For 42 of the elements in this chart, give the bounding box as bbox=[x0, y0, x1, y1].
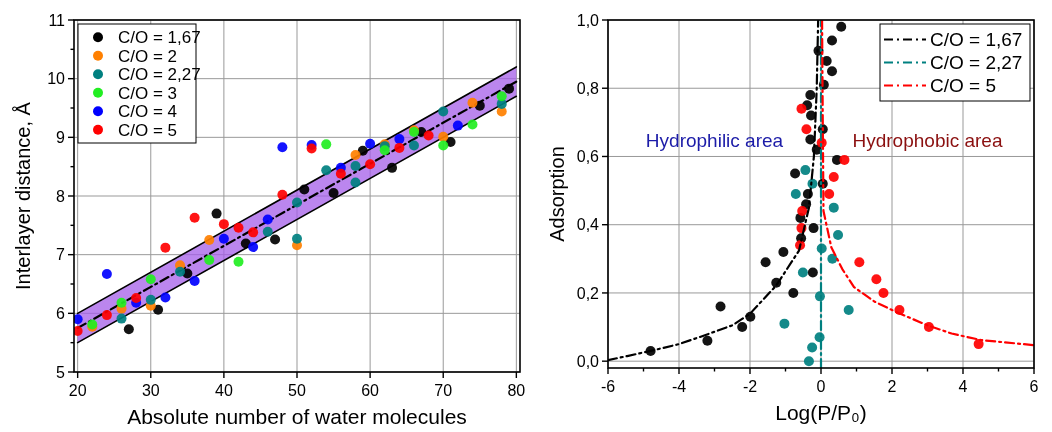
y-tick-label: 8 bbox=[56, 187, 66, 205]
y-tick-label: 1,0 bbox=[576, 11, 600, 29]
y-tick-label: 0,0 bbox=[576, 352, 600, 370]
x-tick-label: 6 bbox=[1029, 378, 1039, 395]
annotation: Hydrophobic area bbox=[852, 129, 1003, 151]
y-tick-label: 11 bbox=[48, 11, 66, 29]
x-tick-label: -2 bbox=[742, 378, 758, 395]
legend-label: C/O = 4 bbox=[118, 102, 178, 122]
y-tick-label: 9 bbox=[56, 128, 66, 146]
annotation: Hydrophilic area bbox=[645, 129, 784, 151]
legend-label: C/O = 2 bbox=[118, 46, 178, 66]
y-tick-label: 10 bbox=[47, 70, 66, 88]
y-axis-title: Interlayer distance, Å bbox=[12, 101, 34, 290]
legend-label: C/O = 1,67 bbox=[930, 29, 1023, 51]
y-tick-label: 0,6 bbox=[576, 148, 600, 166]
x-tick-label: 20 bbox=[68, 382, 87, 399]
y-tick-label: 0,4 bbox=[576, 216, 600, 234]
x-tick-label: 40 bbox=[214, 382, 233, 399]
y-tick-label: 6 bbox=[56, 304, 66, 322]
legend-label: C/O = 2,27 bbox=[930, 52, 1023, 74]
x-tick-label: 30 bbox=[141, 382, 160, 399]
legend-label: C/O = 1,67 bbox=[118, 28, 201, 48]
x-tick-label: 0 bbox=[816, 378, 826, 395]
x-tick-label: 80 bbox=[507, 382, 526, 399]
x-axis-title: Absolute number of water molecules bbox=[127, 405, 467, 428]
x-tick-label: -4 bbox=[671, 378, 687, 395]
y-tick-label: 5 bbox=[56, 363, 66, 381]
x-tick-label: 50 bbox=[288, 382, 306, 399]
x-tick-label: 2 bbox=[887, 378, 897, 395]
x-tick-label: 4 bbox=[958, 378, 968, 395]
legend-label: C/O = 5 bbox=[118, 120, 178, 140]
y-tick-label: 0,8 bbox=[576, 79, 600, 97]
y-tick-label: 0,2 bbox=[576, 284, 600, 302]
legend-label: C/O = 3 bbox=[118, 83, 178, 103]
x-tick-label: 60 bbox=[361, 382, 380, 399]
x-axis-title: Log(P/P₀) bbox=[775, 401, 867, 424]
legend-label: C/O = 2,27 bbox=[118, 65, 201, 85]
y-tick-label: 7 bbox=[56, 246, 66, 264]
legend-label: C/O = 5 bbox=[930, 75, 996, 97]
x-tick-label: 70 bbox=[434, 382, 453, 399]
y-axis-title: Adsorption bbox=[546, 146, 568, 242]
x-tick-label: -6 bbox=[600, 378, 616, 395]
